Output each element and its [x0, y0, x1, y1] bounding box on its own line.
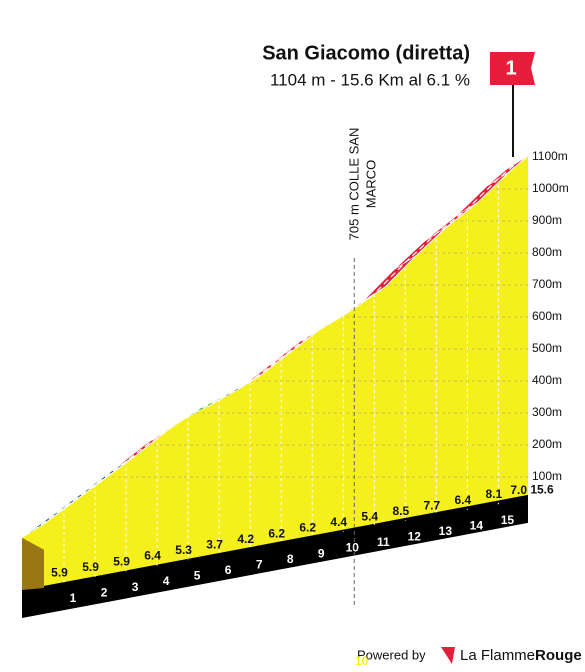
- gradient-label: 7.0: [510, 483, 527, 497]
- brand-bold: Rouge: [535, 647, 582, 664]
- gradient-label: 5.9: [113, 554, 130, 568]
- y-tick-label: 1100m: [532, 149, 568, 163]
- gradient-label: 5.3: [175, 543, 192, 557]
- brand: La FlammeRouge: [460, 647, 582, 664]
- gradient-label: 4.2: [237, 532, 254, 546]
- y-tick-label: 300m: [532, 405, 562, 419]
- gradient-label: 3.7: [206, 537, 223, 551]
- annotation-text: MARCO: [364, 160, 379, 208]
- x-tick-label: 12: [408, 530, 422, 544]
- flag: [490, 52, 535, 85]
- gradient-label: 5.9: [82, 560, 99, 574]
- y-tick-label: 900m: [532, 213, 562, 227]
- y-tick-label: 1000m: [532, 181, 569, 195]
- y-tick-label: 800m: [532, 245, 562, 259]
- x-tick-label: 15.6: [530, 482, 554, 496]
- y-tick-label: 700m: [532, 277, 562, 291]
- gradient-label: 7.7: [423, 498, 440, 512]
- chart-title: San Giacomo (diretta): [262, 42, 470, 64]
- marker-label: 10: [355, 654, 369, 668]
- y-tick-label: 600m: [532, 309, 562, 323]
- x-tick-label: 9: [318, 546, 325, 560]
- y-tick-label: 400m: [532, 373, 562, 387]
- x-tick-label: 15: [501, 513, 515, 527]
- y-tick-label: 200m: [532, 437, 562, 451]
- gradient-label: 6.4: [455, 493, 472, 507]
- gradient-label: 4.4: [330, 515, 347, 529]
- annotation: 705 m COLLE SAN MARCO: [347, 128, 379, 241]
- annotation-text: 705 m COLLE SAN: [347, 128, 362, 241]
- gradient-label: 8.5: [392, 504, 409, 518]
- x-tick-label: 1: [70, 591, 77, 605]
- flag-label: 1: [505, 57, 516, 79]
- x-tick-label: 5: [194, 569, 201, 583]
- chart-subtitle: 1104 m - 15.6 Km al 6.1 %: [270, 70, 470, 89]
- brand-regular: La Flamme: [460, 647, 535, 664]
- y-tick-label: 100m: [532, 469, 562, 483]
- x-tick-label: 3: [132, 580, 139, 594]
- gradient-label: 8.1: [486, 487, 503, 501]
- profile-line: [43, 155, 529, 525]
- y-tick-label: 500m: [532, 341, 562, 355]
- x-tick-label: 8: [287, 552, 294, 566]
- x-tick-label: 11: [377, 535, 390, 549]
- x-tick-label: 10: [346, 541, 360, 555]
- x-tick-label: 13: [439, 524, 453, 538]
- base-end: [22, 537, 44, 590]
- strip-centerline: [32, 162, 518, 532]
- x-tick-label: 2: [101, 585, 108, 599]
- base-band: [22, 494, 528, 618]
- x-tick-label: 4: [163, 574, 170, 588]
- gradient-label: 5.4: [361, 510, 378, 524]
- powered-by: Powered by: [357, 647, 426, 662]
- gradient-label: 6.2: [268, 526, 285, 540]
- brand-logo: [441, 647, 455, 664]
- x-tick-label: 6: [225, 563, 232, 577]
- gradient-label: 6.2: [299, 521, 316, 535]
- x-tick-label: 7: [256, 557, 263, 571]
- x-tick-label: 14: [470, 518, 484, 532]
- gradient-label: 5.9: [51, 565, 68, 579]
- profile: 100m 200m 300m 400m 500m 600m 700m 800m 900m 1000…: [21, 128, 569, 618]
- gradient-label: 6.4: [144, 549, 161, 563]
